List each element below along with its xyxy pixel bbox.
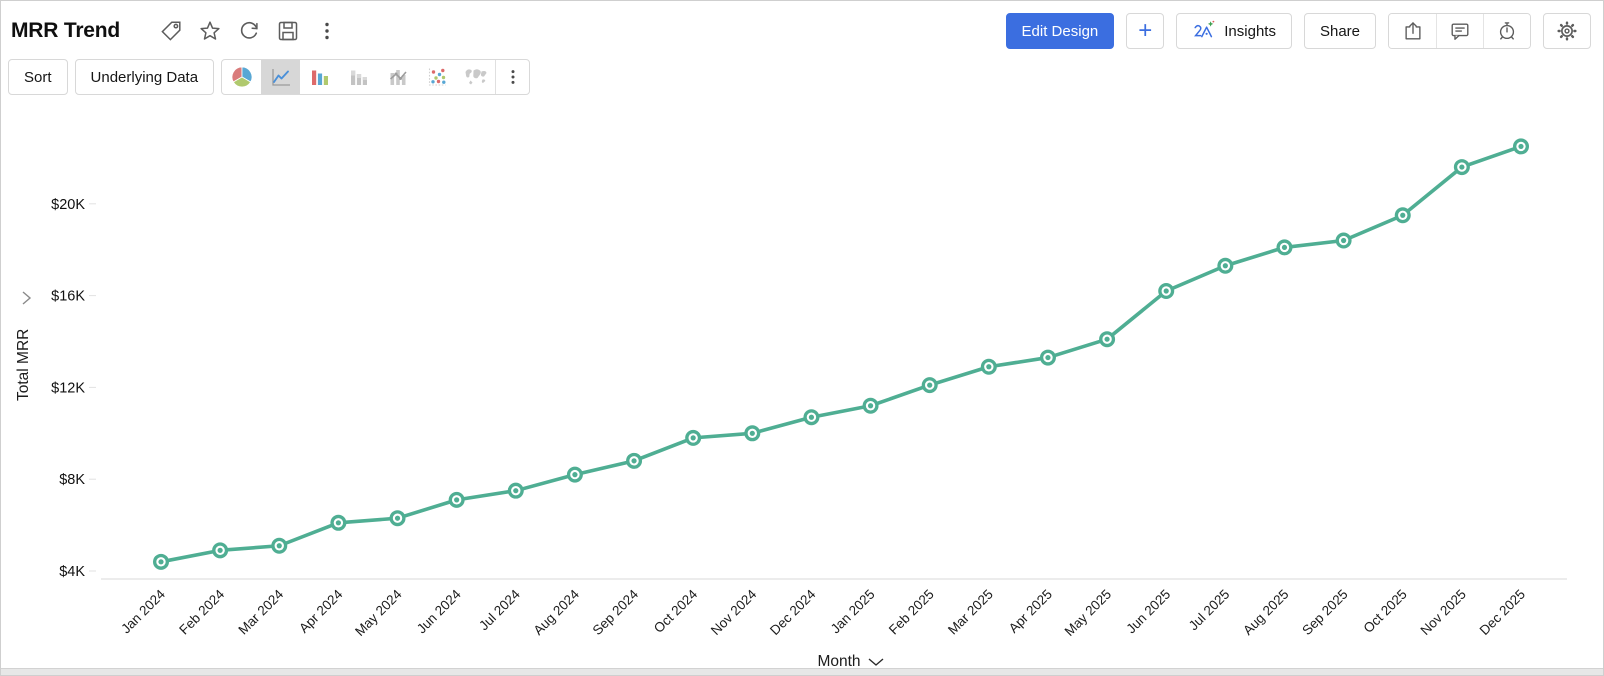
x-tick-label: Jun 2025 xyxy=(1123,587,1173,637)
data-point-marker[interactable] xyxy=(1158,283,1175,300)
x-tick-label: May 2024 xyxy=(352,586,405,639)
y-axis-title: Total MRR xyxy=(15,329,32,401)
x-tick-label: Aug 2024 xyxy=(531,586,583,638)
x-tick-label: Jul 2024 xyxy=(476,586,523,633)
data-point-marker[interactable] xyxy=(1513,138,1529,155)
data-point-marker[interactable] xyxy=(685,429,702,446)
x-tick-label: Oct 2025 xyxy=(1361,587,1410,636)
y-tick-label: $4K xyxy=(59,564,85,580)
zia-insights-icon xyxy=(1192,19,1216,43)
more-options-icon[interactable] xyxy=(314,18,340,44)
x-tick-label: Jan 2025 xyxy=(828,587,878,637)
chart-toolbar: Sort Underlying Data xyxy=(1,57,1603,97)
y-tick-label: $16K xyxy=(51,289,85,305)
x-axis-field-dropdown[interactable]: Month xyxy=(817,653,884,670)
data-point-marker[interactable] xyxy=(448,491,465,508)
data-point-marker[interactable] xyxy=(921,377,938,394)
x-tick-label: Dec 2025 xyxy=(1477,587,1528,638)
favorite-star-icon[interactable] xyxy=(197,18,223,44)
data-point-marker[interactable] xyxy=(1394,207,1411,224)
save-icon[interactable] xyxy=(275,18,301,44)
x-tick-label: Nov 2024 xyxy=(708,586,760,638)
chevron-down-icon xyxy=(868,658,884,666)
comments-icon[interactable] xyxy=(1436,14,1483,48)
x-tick-label: Nov 2025 xyxy=(1418,587,1469,638)
alerts-clock-icon[interactable] xyxy=(1483,14,1530,48)
data-point-marker[interactable] xyxy=(212,542,229,559)
chart-type-stacked-bar-icon[interactable] xyxy=(339,60,378,94)
y-tick-label: $20K xyxy=(51,197,85,213)
refresh-icon[interactable] xyxy=(236,18,262,44)
chart-type-map-icon[interactable] xyxy=(456,60,495,94)
chart-type-pie-icon[interactable] xyxy=(222,60,261,94)
x-tick-label: Dec 2024 xyxy=(767,586,819,638)
data-point-marker[interactable] xyxy=(507,482,524,499)
chart-type-line-icon[interactable] xyxy=(261,60,301,94)
secondary-actions-group xyxy=(1388,13,1531,49)
edit-design-button[interactable]: Edit Design xyxy=(1005,13,1115,49)
data-point-marker[interactable] xyxy=(1099,331,1116,348)
y-tick-label: $8K xyxy=(59,472,85,488)
page-title: MRR Trend xyxy=(11,19,121,42)
sort-button[interactable]: Sort xyxy=(8,59,68,95)
data-point-marker[interactable] xyxy=(1335,232,1352,249)
data-point-marker[interactable] xyxy=(1217,257,1234,274)
chart-type-bar-icon[interactable] xyxy=(300,60,339,94)
data-point-marker[interactable] xyxy=(1453,159,1470,176)
y-tick-label: $12K xyxy=(51,380,85,396)
x-tick-label: Mar 2024 xyxy=(235,586,286,637)
data-point-marker[interactable] xyxy=(1276,239,1293,256)
x-tick-label: May 2025 xyxy=(1062,587,1115,640)
header-actions: Edit Design + Insights Share xyxy=(1005,13,1591,49)
data-point-marker[interactable] xyxy=(330,514,347,531)
x-tick-label: Feb 2024 xyxy=(176,586,227,637)
add-button[interactable]: + xyxy=(1126,13,1165,49)
data-point-marker[interactable] xyxy=(626,452,643,469)
data-point-marker[interactable] xyxy=(862,397,879,414)
data-point-marker[interactable] xyxy=(153,553,169,570)
x-tick-label: Oct 2024 xyxy=(651,586,701,636)
x-tick-label: Jul 2025 xyxy=(1186,587,1233,634)
title-icon-bar xyxy=(158,18,340,44)
total-mrr-line-series xyxy=(153,138,1529,570)
data-point-marker[interactable] xyxy=(271,537,288,554)
x-tick-label: Apr 2024 xyxy=(296,586,346,636)
chart-type-switcher xyxy=(221,59,531,95)
share-button[interactable]: Share xyxy=(1303,13,1376,49)
underlying-data-button[interactable]: Underlying Data xyxy=(74,59,215,95)
x-tick-label: Aug 2025 xyxy=(1240,587,1291,638)
more-chart-types-icon[interactable] xyxy=(495,60,529,94)
data-point-marker[interactable] xyxy=(744,425,761,442)
export-icon[interactable] xyxy=(1389,14,1436,48)
x-tick-label: Jan 2024 xyxy=(118,586,168,636)
x-tick-label: Sep 2024 xyxy=(590,586,642,638)
data-point-marker[interactable] xyxy=(803,409,820,426)
chart-type-combo-icon[interactable] xyxy=(378,60,417,94)
x-tick-label: Apr 2025 xyxy=(1006,587,1055,636)
chart-type-scatter-icon[interactable] xyxy=(417,60,456,94)
y-axis-tick-labels: $4K $8K $12K $16K $20K xyxy=(51,197,96,580)
x-axis-field-label: Month xyxy=(817,653,860,670)
insights-button-label: Insights xyxy=(1224,22,1276,40)
x-tick-label: Feb 2025 xyxy=(886,587,937,638)
settings-gear-icon[interactable] xyxy=(1543,13,1591,49)
bottom-scrollbar-track[interactable] xyxy=(1,668,1603,675)
data-point-marker[interactable] xyxy=(980,358,997,375)
data-point-marker[interactable] xyxy=(1039,349,1056,366)
x-axis-labels: Jan 2024 Feb 2024 Mar 2024 Apr 2024 May 2024… xyxy=(118,586,1528,639)
data-point-marker[interactable] xyxy=(389,510,406,527)
x-tick-label: Sep 2025 xyxy=(1299,587,1350,638)
tag-icon[interactable] xyxy=(158,18,184,44)
x-tick-label: Mar 2025 xyxy=(945,587,996,638)
insights-button[interactable]: Insights xyxy=(1176,13,1292,49)
y-axis-field-chevron-icon[interactable] xyxy=(22,291,32,305)
data-point-marker[interactable] xyxy=(566,466,583,483)
report-header: MRR Trend xyxy=(1,1,1603,57)
x-tick-label: Jun 2024 xyxy=(414,586,464,636)
